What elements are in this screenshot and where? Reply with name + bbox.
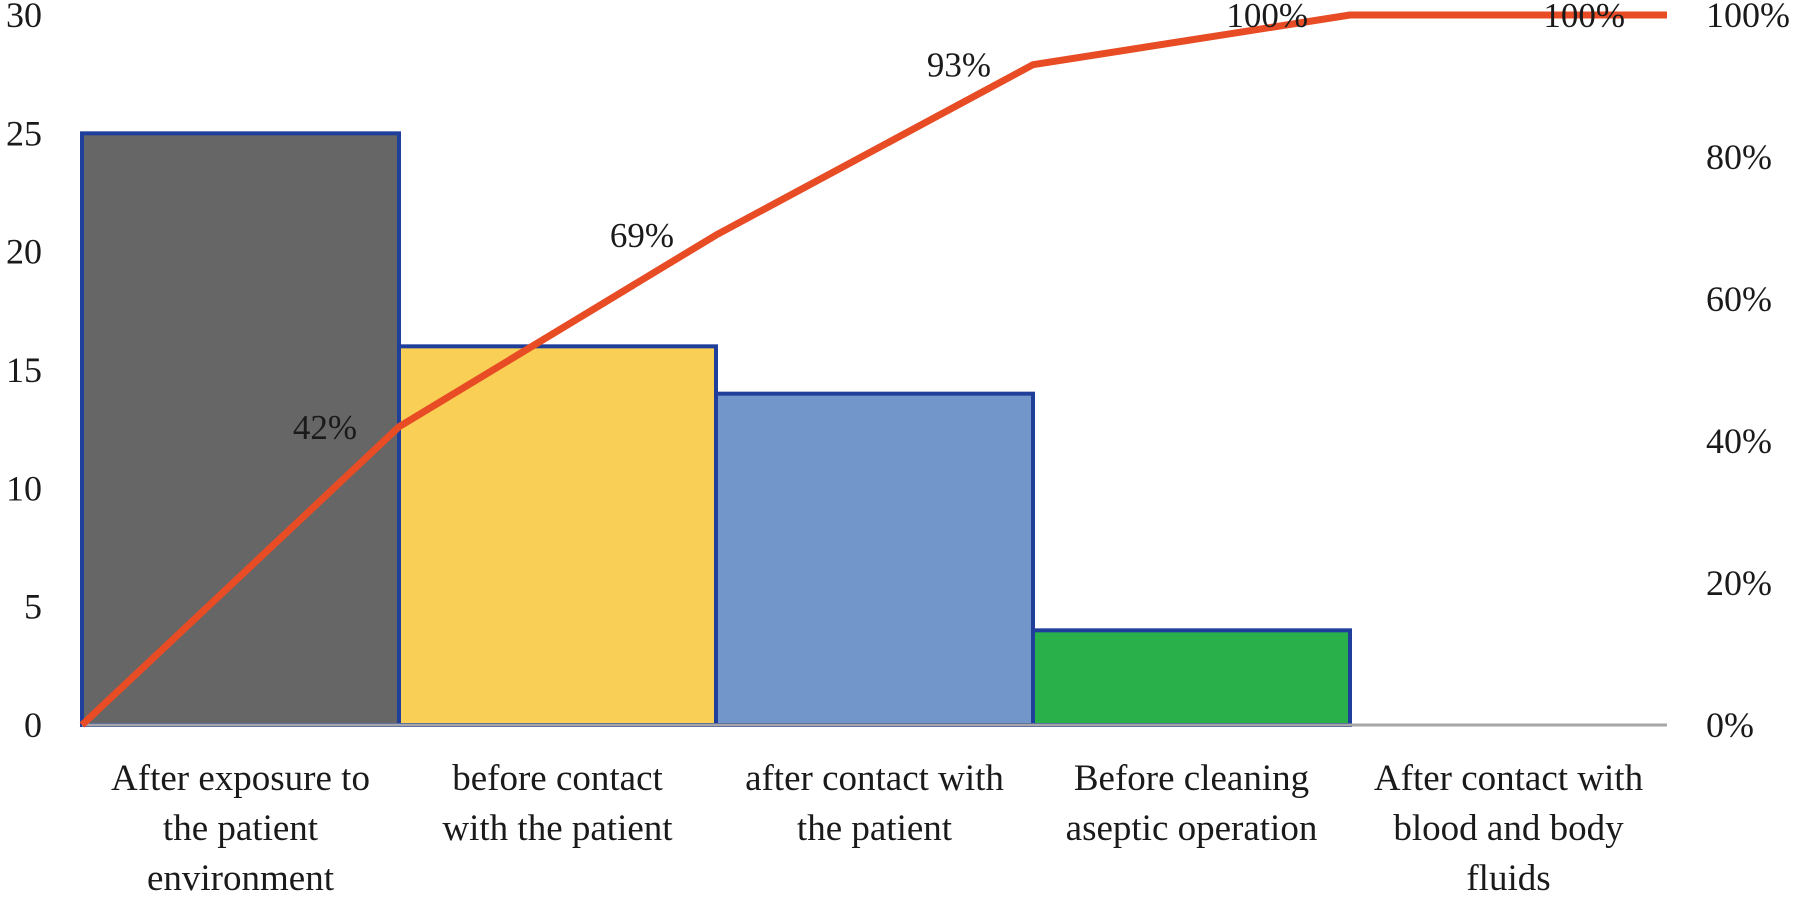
category-label-line: the patient xyxy=(797,808,953,849)
category-label-2: before contact with the patient xyxy=(442,758,673,849)
right-tick-label: 60% xyxy=(1706,279,1772,319)
right-tick-label: 100% xyxy=(1706,0,1790,35)
category-label-line: after contact with xyxy=(745,758,1004,799)
category-label-line: environment xyxy=(147,858,335,899)
category-label-line: aseptic operation xyxy=(1066,808,1318,849)
bar-4 xyxy=(1031,628,1352,727)
left-tick-label: 20 xyxy=(6,232,42,272)
bar-1 xyxy=(80,131,401,728)
left-tick-label: 5 xyxy=(24,587,42,627)
category-label-line: After contact with xyxy=(1374,758,1644,799)
cumulative-line-group xyxy=(79,11,1667,728)
category-label-3: after contact with the patient xyxy=(745,758,1004,849)
category-label-line: Before cleaning xyxy=(1074,758,1309,799)
cumulative-label-1: 42% xyxy=(293,408,357,447)
left-tick-label: 0 xyxy=(24,705,42,745)
cumulative-label-group: 42% 69% 93% 100% 100% xyxy=(293,0,1625,447)
cumulative-label-3: 93% xyxy=(927,46,991,85)
bar-2 xyxy=(397,344,718,727)
right-axis-ticks: 0% 20% 40% 60% 80% 100% xyxy=(1706,0,1790,745)
category-labels: After exposure to the patient environment b… xyxy=(111,758,1644,899)
category-label-line: blood and body xyxy=(1393,808,1624,849)
left-tick-label: 30 xyxy=(6,0,42,35)
right-tick-label: 0% xyxy=(1706,705,1754,745)
left-axis-ticks: 0 5 10 15 20 25 30 xyxy=(6,0,42,745)
category-label-5: After contact with blood and body fluids xyxy=(1374,758,1644,899)
category-label-1: After exposure to the patient environment xyxy=(111,758,370,899)
left-tick-label: 15 xyxy=(6,350,42,390)
category-label-4: Before cleaning aseptic operation xyxy=(1066,758,1318,849)
right-tick-label: 80% xyxy=(1706,137,1772,177)
cumulative-label-4: 100% xyxy=(1226,0,1308,35)
right-tick-label: 20% xyxy=(1706,563,1772,603)
right-tick-label: 40% xyxy=(1706,421,1772,461)
category-label-line: After exposure to xyxy=(111,758,370,799)
bar-group xyxy=(80,131,1352,728)
left-tick-label: 25 xyxy=(6,113,42,153)
category-label-line: with the patient xyxy=(442,808,673,849)
cumulative-label-5: 100% xyxy=(1543,0,1625,35)
bar-3 xyxy=(714,391,1035,727)
category-label-line: fluids xyxy=(1466,858,1550,899)
left-tick-label: 10 xyxy=(6,468,42,508)
category-label-line: before contact xyxy=(452,758,663,799)
cumulative-label-2: 69% xyxy=(610,216,674,255)
category-label-line: the patient xyxy=(163,808,319,849)
cumulative-line xyxy=(79,11,1667,728)
